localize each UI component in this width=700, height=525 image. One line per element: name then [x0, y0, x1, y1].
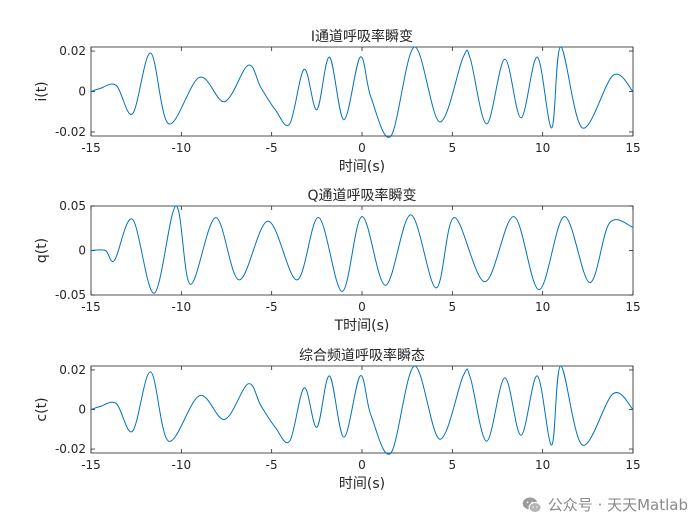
y-tick-label: 0.05 [59, 199, 86, 213]
wechat-icon [522, 497, 542, 513]
y-tick-label: 0.02 [59, 44, 86, 58]
y-axis-label: c(t) [34, 397, 50, 421]
x-tick-label: 15 [625, 300, 640, 314]
x-tick-label: 5 [449, 300, 457, 314]
y-axis-label: i(t) [34, 81, 50, 101]
watermark-text: 公众号 · 天天Matlab [547, 496, 688, 514]
x-tick-label: 5 [449, 458, 457, 472]
x-tick-label: -15 [81, 141, 101, 155]
plot-title: 综合频道呼吸率瞬态 [299, 347, 425, 364]
plot-title: I通道呼吸率瞬变 [311, 28, 413, 45]
x-tick-label: -5 [266, 458, 278, 472]
watermark: 公众号 · 天天Matlab [522, 494, 688, 515]
x-tick-label: -5 [266, 300, 278, 314]
x-tick-label: 10 [535, 141, 550, 155]
y-tick-label: 0 [78, 403, 86, 417]
x-tick-label: 15 [625, 141, 640, 155]
y-tick-label: 0 [78, 244, 86, 258]
x-tick-label: -10 [172, 141, 192, 155]
series-line [90, 205, 634, 294]
x-tick-label: -15 [81, 458, 101, 472]
subplot-2: -15 -10 -5 0 5 10 15 -0.05 0 0.05 Q通道呼吸率瞬变 T时间(s) q(… [34, 187, 641, 334]
x-tick-label: 0 [358, 458, 366, 472]
axes-frame [90, 46, 634, 137]
x-tick-label: -10 [172, 458, 192, 472]
y-tick-label: -0.02 [55, 125, 86, 139]
y-tick-label: -0.02 [55, 442, 86, 456]
x-tick-label: -5 [266, 141, 278, 155]
x-tick-label: 10 [535, 300, 550, 314]
x-tick-label: 5 [449, 141, 457, 155]
y-tick-label: 0.02 [59, 363, 86, 377]
series-line [90, 365, 634, 455]
x-tick-label: 0 [358, 141, 366, 155]
x-tick-label: -15 [81, 300, 101, 314]
y-axis-label: q(t) [34, 238, 50, 263]
series-line [90, 46, 634, 138]
x-tick-label: 15 [625, 458, 640, 472]
y-tick-label: -0.05 [55, 288, 86, 302]
x-axis-label: 时间(s) [339, 476, 385, 492]
x-tick-label: -10 [172, 300, 192, 314]
x-tick-label: 10 [535, 458, 550, 472]
y-tick-label: 0 [78, 85, 86, 99]
x-tick-label: 0 [358, 300, 366, 314]
x-axis-label: T时间(s) [334, 318, 390, 334]
axes-frame [90, 205, 634, 296]
plot-title: Q通道呼吸率瞬变 [307, 187, 416, 204]
x-axis-label: 时间(s) [339, 159, 385, 175]
